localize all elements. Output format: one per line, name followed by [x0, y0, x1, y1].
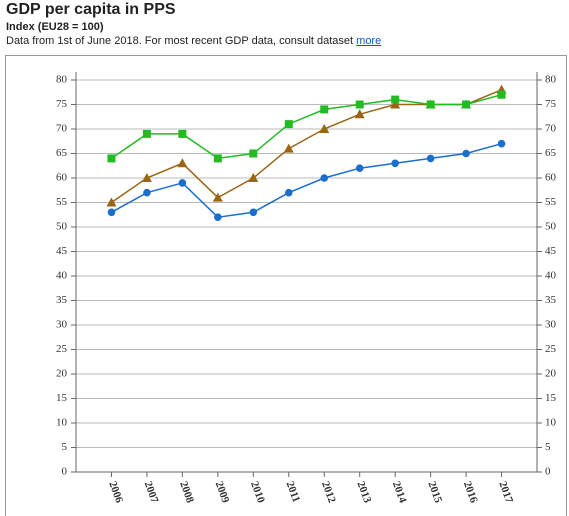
data-point — [355, 100, 364, 109]
data-point — [391, 95, 400, 104]
y2-tick-label: 5 — [545, 441, 551, 453]
x-tick-label: 2012 — [319, 480, 338, 505]
y-tick-label: 70 — [56, 123, 68, 135]
data-point — [426, 100, 435, 109]
y-tick-label: 20 — [56, 368, 68, 380]
y-tick-label: 10 — [56, 417, 68, 429]
y2-tick-label: 50 — [545, 221, 557, 233]
data-point — [249, 208, 258, 217]
series-line — [111, 93, 502, 160]
y2-tick-label: 65 — [545, 147, 557, 159]
x-tick-label: 2006 — [106, 480, 125, 505]
data-point — [212, 192, 223, 202]
header: GDP per capita in PPS Index (EU28 = 100)… — [6, 0, 381, 48]
data-point — [107, 154, 116, 163]
y2-tick-label: 20 — [545, 368, 557, 380]
y-tick-label: 40 — [56, 270, 68, 282]
x-tick-label: 2014 — [390, 480, 409, 505]
source-note: Data from 1st of June 2018. For most rec… — [6, 34, 381, 48]
chart-title: GDP per capita in PPS — [6, 1, 176, 18]
data-point — [213, 154, 222, 163]
data-point — [320, 174, 329, 182]
data-point — [284, 120, 293, 129]
y-tick-label: 15 — [56, 392, 68, 404]
y2-tick-label: 35 — [545, 294, 557, 306]
y2-tick-label: 60 — [545, 172, 557, 184]
x-tick-label: 2016 — [461, 480, 480, 505]
data-point — [284, 188, 293, 197]
data-point — [107, 208, 116, 217]
y2-tick-label: 15 — [545, 392, 557, 404]
data-point — [462, 100, 471, 109]
y-tick-label: 75 — [56, 98, 68, 110]
data-point — [390, 99, 401, 109]
data-point — [355, 164, 364, 172]
data-point — [462, 149, 470, 158]
x-tick-label: 2010 — [248, 480, 267, 505]
data-point — [249, 149, 258, 158]
data-point — [320, 105, 329, 114]
data-point — [178, 129, 187, 138]
data-point — [178, 179, 187, 187]
data-point — [497, 90, 506, 99]
y2-tick-label: 70 — [545, 123, 557, 135]
x-tick-label: 2008 — [177, 480, 196, 505]
chart-frame — [5, 55, 567, 516]
x-tick-label: 2009 — [213, 480, 232, 505]
data-point — [391, 159, 399, 168]
data-point — [142, 129, 151, 138]
data-point — [141, 173, 152, 182]
y2-tick-label: 30 — [545, 319, 557, 331]
data-point — [497, 139, 506, 148]
more-link[interactable]: more — [356, 35, 382, 47]
note-text: Data from 1st of June 2018. For most rec… — [6, 35, 354, 47]
y2-tick-label: 80 — [545, 74, 557, 86]
data-point — [354, 109, 365, 119]
data-point — [177, 158, 188, 168]
y-tick-label: 45 — [56, 245, 68, 257]
series-line — [111, 142, 502, 218]
x-tick-label: 2011 — [284, 480, 303, 504]
x-tick-label: 2013 — [354, 480, 373, 505]
y2-tick-label: 10 — [545, 417, 557, 429]
y2-tick-label: 0 — [545, 466, 551, 478]
y-tick-label: 30 — [56, 319, 68, 331]
chart-subtitle: Index (EU28 = 100) — [6, 21, 104, 33]
y2-tick-label: 75 — [545, 98, 557, 110]
data-point — [426, 154, 435, 163]
y-tick-label: 80 — [56, 74, 68, 86]
y-tick-label: 50 — [56, 221, 68, 233]
y-tick-label: 5 — [62, 441, 68, 453]
data-point — [283, 143, 294, 153]
y2-tick-label: 40 — [545, 270, 557, 282]
y2-tick-label: 25 — [545, 343, 557, 355]
x-tick-label: 2015 — [425, 480, 444, 505]
data-point — [319, 124, 330, 133]
y2-tick-label: 55 — [545, 196, 557, 208]
data-point — [248, 173, 259, 182]
data-point — [106, 197, 117, 207]
y-tick-label: 25 — [56, 343, 68, 355]
x-tick-label: 2007 — [142, 480, 161, 505]
y2-tick-label: 45 — [545, 245, 557, 257]
y-tick-label: 60 — [56, 172, 68, 184]
data-point — [143, 188, 151, 197]
y-tick-label: 55 — [56, 196, 68, 208]
data-point — [214, 213, 222, 221]
y-tick-label: 0 — [62, 466, 68, 478]
x-tick-label: 2017 — [496, 480, 515, 505]
y-tick-label: 65 — [56, 147, 68, 159]
y-tick-label: 35 — [56, 294, 68, 306]
